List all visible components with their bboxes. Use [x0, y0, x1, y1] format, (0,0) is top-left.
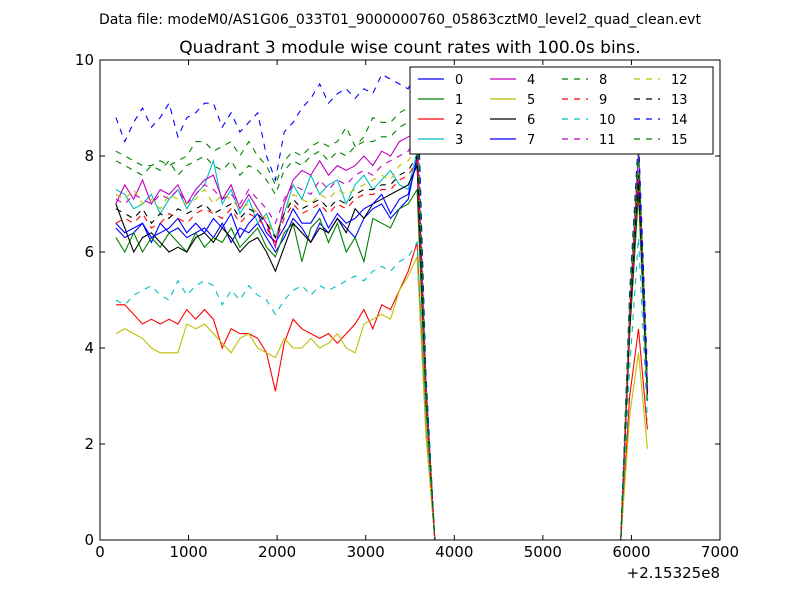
y-tick-label: 2: [84, 435, 94, 453]
legend-label-7: 7: [527, 133, 535, 148]
data-file-suptitle: Data file: modeM0/AS1G06_033T01_90000007…: [99, 12, 701, 28]
legend-label-14: 14: [671, 113, 688, 128]
legend-label-15: 15: [671, 133, 688, 148]
y-tick-label: 4: [84, 339, 94, 357]
x-tick-label: 1000: [169, 543, 207, 561]
legend-label-11: 11: [599, 133, 616, 148]
x-tick-label: 7000: [701, 543, 739, 561]
legend-label-4: 4: [527, 73, 535, 88]
x-tick-label: 6000: [612, 543, 650, 561]
legend-box: [409, 66, 714, 155]
series-line-1: [115, 187, 648, 541]
series-line-15: [115, 106, 648, 541]
series-line-12: [115, 144, 648, 541]
legend-label-2: 2: [455, 113, 463, 128]
y-tick-label: 0: [84, 531, 94, 549]
x-tick-label: 5000: [524, 543, 562, 561]
series-line-7: [115, 160, 648, 541]
y-tick-label: 6: [84, 243, 94, 261]
chart-title: Quadrant 3 module wise count rates with …: [179, 38, 640, 58]
series-line-9: [115, 158, 648, 541]
legend-label-12: 12: [671, 73, 688, 88]
x-tick-label: 3000: [347, 543, 385, 561]
legend-label-6: 6: [527, 113, 535, 128]
legend-label-5: 5: [527, 93, 535, 108]
series-line-13: [115, 154, 648, 541]
series-line-6: [115, 165, 648, 541]
series-line-5: [115, 256, 648, 541]
x-tick-label: 0: [95, 543, 105, 561]
series-line-10: [115, 237, 648, 541]
series-line-2: [115, 242, 648, 541]
legend-label-10: 10: [599, 113, 616, 128]
x-tick-label: 2000: [258, 543, 296, 561]
x-offset-label: +2.15325e8: [627, 564, 720, 582]
axes-frame: [99, 59, 721, 541]
y-tick-label: 10: [75, 51, 94, 69]
legend-label-3: 3: [455, 133, 463, 148]
legend-label-9: 9: [599, 93, 607, 108]
x-tick-label: 4000: [435, 543, 473, 561]
series-line-3: [115, 151, 648, 541]
series-line-0: [115, 155, 648, 541]
series-line-4: [115, 131, 648, 541]
legend-label-13: 13: [671, 93, 688, 108]
legend-label-1: 1: [455, 93, 463, 108]
series-line-14: [115, 69, 648, 541]
series-line-11: [115, 134, 648, 541]
series-line-8: [115, 91, 648, 541]
y-tick-label: 8: [84, 147, 94, 165]
legend-label-0: 0: [455, 73, 463, 88]
legend-label-8: 8: [599, 73, 607, 88]
